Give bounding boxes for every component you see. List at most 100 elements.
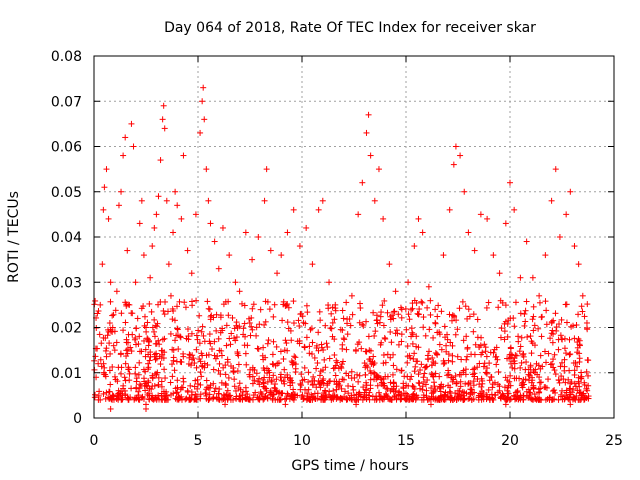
data-point xyxy=(504,333,511,340)
data-point xyxy=(109,312,116,319)
data-point xyxy=(107,381,114,388)
data-point xyxy=(370,369,377,376)
data-point xyxy=(372,328,379,335)
data-point xyxy=(126,377,133,384)
data-point xyxy=(541,348,548,355)
data-point xyxy=(539,313,546,320)
data-point xyxy=(578,303,585,310)
data-point xyxy=(234,348,241,355)
data-point xyxy=(491,379,498,386)
data-point xyxy=(337,363,344,370)
data-point xyxy=(557,393,564,400)
data-point xyxy=(337,396,344,403)
data-point xyxy=(420,314,427,321)
data-point xyxy=(191,360,198,367)
data-point xyxy=(315,206,322,213)
data-point xyxy=(345,382,352,389)
data-point xyxy=(485,386,492,393)
data-point xyxy=(556,379,563,386)
data-point xyxy=(524,334,531,341)
data-point xyxy=(390,388,397,395)
data-point xyxy=(415,379,422,386)
data-point xyxy=(437,383,444,390)
data-point xyxy=(272,381,279,388)
data-point xyxy=(147,353,154,360)
data-point xyxy=(191,383,198,390)
data-point xyxy=(222,371,229,378)
data-point xyxy=(113,339,120,346)
data-point xyxy=(523,238,530,245)
data-point xyxy=(380,215,387,222)
data-point xyxy=(403,382,410,389)
data-point xyxy=(352,396,359,403)
data-point xyxy=(366,396,373,403)
data-point xyxy=(215,265,222,272)
data-point xyxy=(411,368,418,375)
data-point xyxy=(423,387,430,394)
data-point xyxy=(99,261,106,268)
data-point xyxy=(225,298,232,305)
data-point xyxy=(515,333,522,340)
data-point xyxy=(363,382,370,389)
data-point xyxy=(472,341,479,348)
data-point xyxy=(530,396,537,403)
data-point xyxy=(256,375,263,382)
data-point xyxy=(107,298,114,305)
x-tick-label: 10 xyxy=(293,433,311,449)
data-point xyxy=(260,356,267,363)
data-point xyxy=(391,308,398,315)
data-point xyxy=(184,247,191,254)
data-point xyxy=(420,374,427,381)
data-point xyxy=(401,395,408,402)
data-point xyxy=(354,371,361,378)
data-point xyxy=(563,319,570,326)
data-point xyxy=(306,350,313,357)
data-point xyxy=(236,288,243,295)
data-point xyxy=(255,378,262,385)
data-point xyxy=(146,337,153,344)
data-point xyxy=(506,351,513,358)
data-point xyxy=(174,326,181,333)
data-point xyxy=(328,325,335,332)
data-point xyxy=(574,349,581,356)
data-point xyxy=(395,311,402,318)
data-point xyxy=(146,396,153,403)
data-point xyxy=(109,363,116,370)
data-point xyxy=(543,321,550,328)
data-point xyxy=(194,376,201,383)
data-point xyxy=(355,378,362,385)
data-point xyxy=(256,381,263,388)
data-point xyxy=(177,386,184,393)
data-point xyxy=(186,394,193,401)
data-point xyxy=(405,393,412,400)
data-point xyxy=(563,389,570,396)
data-point xyxy=(339,341,346,348)
data-point xyxy=(224,396,231,403)
data-point xyxy=(271,384,278,391)
data-point xyxy=(479,349,486,356)
data-point xyxy=(296,243,303,250)
data-point xyxy=(195,327,202,334)
data-point xyxy=(561,392,568,399)
data-point xyxy=(467,386,474,393)
data-point xyxy=(518,334,525,341)
data-point xyxy=(535,325,542,332)
data-point xyxy=(398,367,405,374)
data-point xyxy=(362,364,369,371)
data-point xyxy=(523,298,530,305)
data-point xyxy=(332,307,339,314)
data-point xyxy=(502,302,509,309)
data-point xyxy=(573,321,580,328)
data-point xyxy=(267,247,274,254)
data-point xyxy=(240,325,247,332)
data-point xyxy=(356,339,363,346)
data-point xyxy=(463,390,470,397)
data-point xyxy=(281,380,288,387)
data-point xyxy=(477,342,484,349)
x-tick-label: 15 xyxy=(397,433,415,449)
data-point xyxy=(555,396,562,403)
data-point xyxy=(507,382,514,389)
data-point xyxy=(441,391,448,398)
data-point xyxy=(440,252,447,259)
data-point xyxy=(573,392,580,399)
